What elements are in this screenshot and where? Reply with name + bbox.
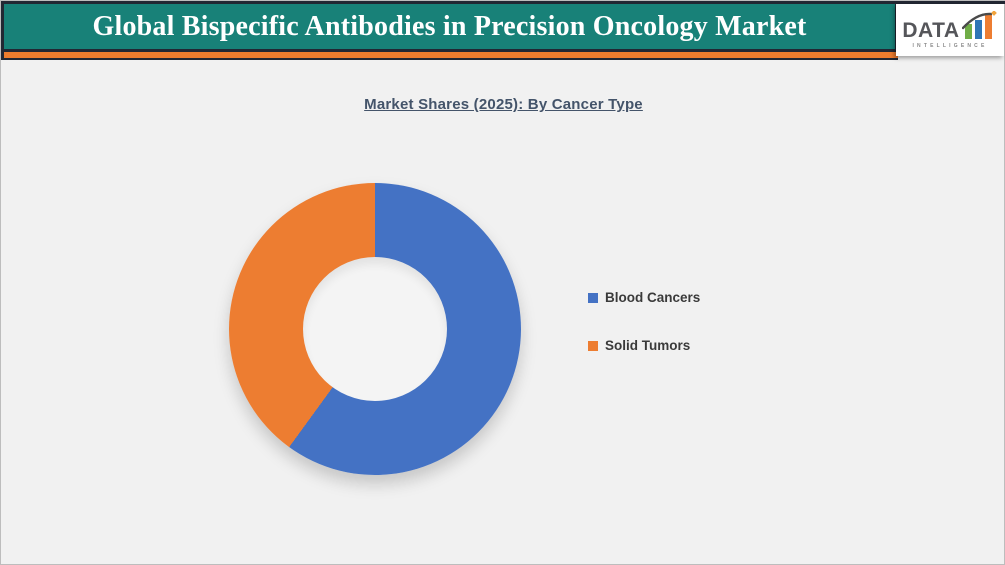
chart-legend: Blood Cancers Solid Tumors (588, 290, 700, 386)
banner-underline (1, 49, 898, 52)
donut-chart (229, 183, 521, 475)
legend-item-solid-tumors: Solid Tumors (588, 338, 700, 353)
legend-swatch (588, 340, 598, 351)
page-title: Global Bispecific Antibodies in Precisio… (92, 10, 807, 42)
brand-logo: DATA INTELLIGENCE (896, 4, 1004, 56)
bar-chart-logo-icon (961, 11, 997, 39)
logo-row: DATA (902, 11, 997, 41)
header-banner: Global Bispecific Antibodies in Precisio… (1, 4, 898, 49)
donut-hole (303, 257, 447, 401)
legend-swatch (588, 292, 598, 303)
logo-tagline: INTELLIGENCE (912, 43, 988, 49)
legend-label: Solid Tumors (605, 338, 691, 353)
orange-accent-stripe (1, 52, 898, 58)
stripe-bottom-line (1, 58, 898, 60)
legend-item-blood-cancers: Blood Cancers (588, 290, 700, 305)
chart-title: Market Shares (2025): By Cancer Type (364, 96, 643, 113)
logo-wordmark: DATA (902, 19, 960, 42)
header-top-frame (1, 1, 1005, 4)
legend-label: Blood Cancers (605, 290, 701, 305)
